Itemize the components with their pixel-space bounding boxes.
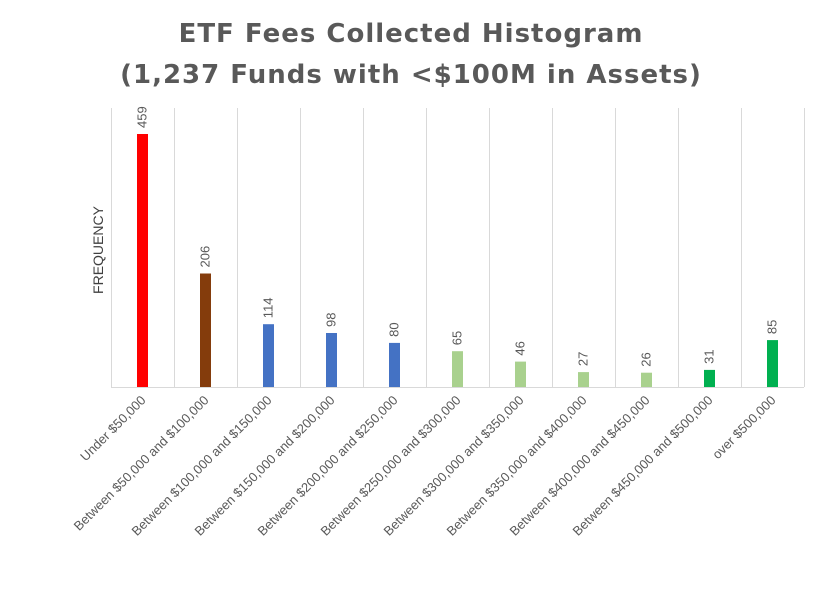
bar (137, 134, 148, 387)
data-label: 85 (765, 320, 780, 334)
bar (704, 369, 715, 387)
bar (326, 333, 337, 387)
x-tick-label: Between $450,000 and $500,000 (570, 393, 716, 539)
x-tick-label: over $500,000 (709, 393, 778, 462)
data-label: 98 (324, 313, 339, 327)
chart-subtitle: (1,237 Funds with <$100M in Assets) (120, 60, 702, 90)
bar (767, 340, 778, 387)
data-label: 31 (702, 349, 717, 363)
y-axis-label: FREQUENCY (90, 205, 106, 294)
data-label: 65 (450, 331, 465, 345)
chart-title: ETF Fees Collected Histogram (179, 19, 644, 49)
data-label: 114 (261, 297, 276, 318)
bar (641, 372, 652, 387)
bar (263, 324, 274, 387)
x-tick-label: Between $50,000 and $100,000 (71, 393, 212, 534)
data-label: 27 (576, 352, 591, 366)
data-label: 26 (639, 352, 654, 366)
bar (452, 351, 463, 387)
gridlines (111, 108, 805, 387)
x-tick-label: Under $50,000 (77, 393, 148, 464)
data-label: 46 (513, 341, 528, 355)
bar (200, 273, 211, 387)
data-labels: 459 206 114 98 80 65 46 27 26 31 85 (135, 106, 780, 366)
data-label: 206 (198, 246, 213, 268)
bar (389, 342, 400, 387)
bar (578, 372, 589, 387)
bar (515, 361, 526, 387)
data-label: 459 (135, 106, 150, 128)
data-label: 80 (387, 322, 402, 336)
bars (137, 134, 778, 387)
